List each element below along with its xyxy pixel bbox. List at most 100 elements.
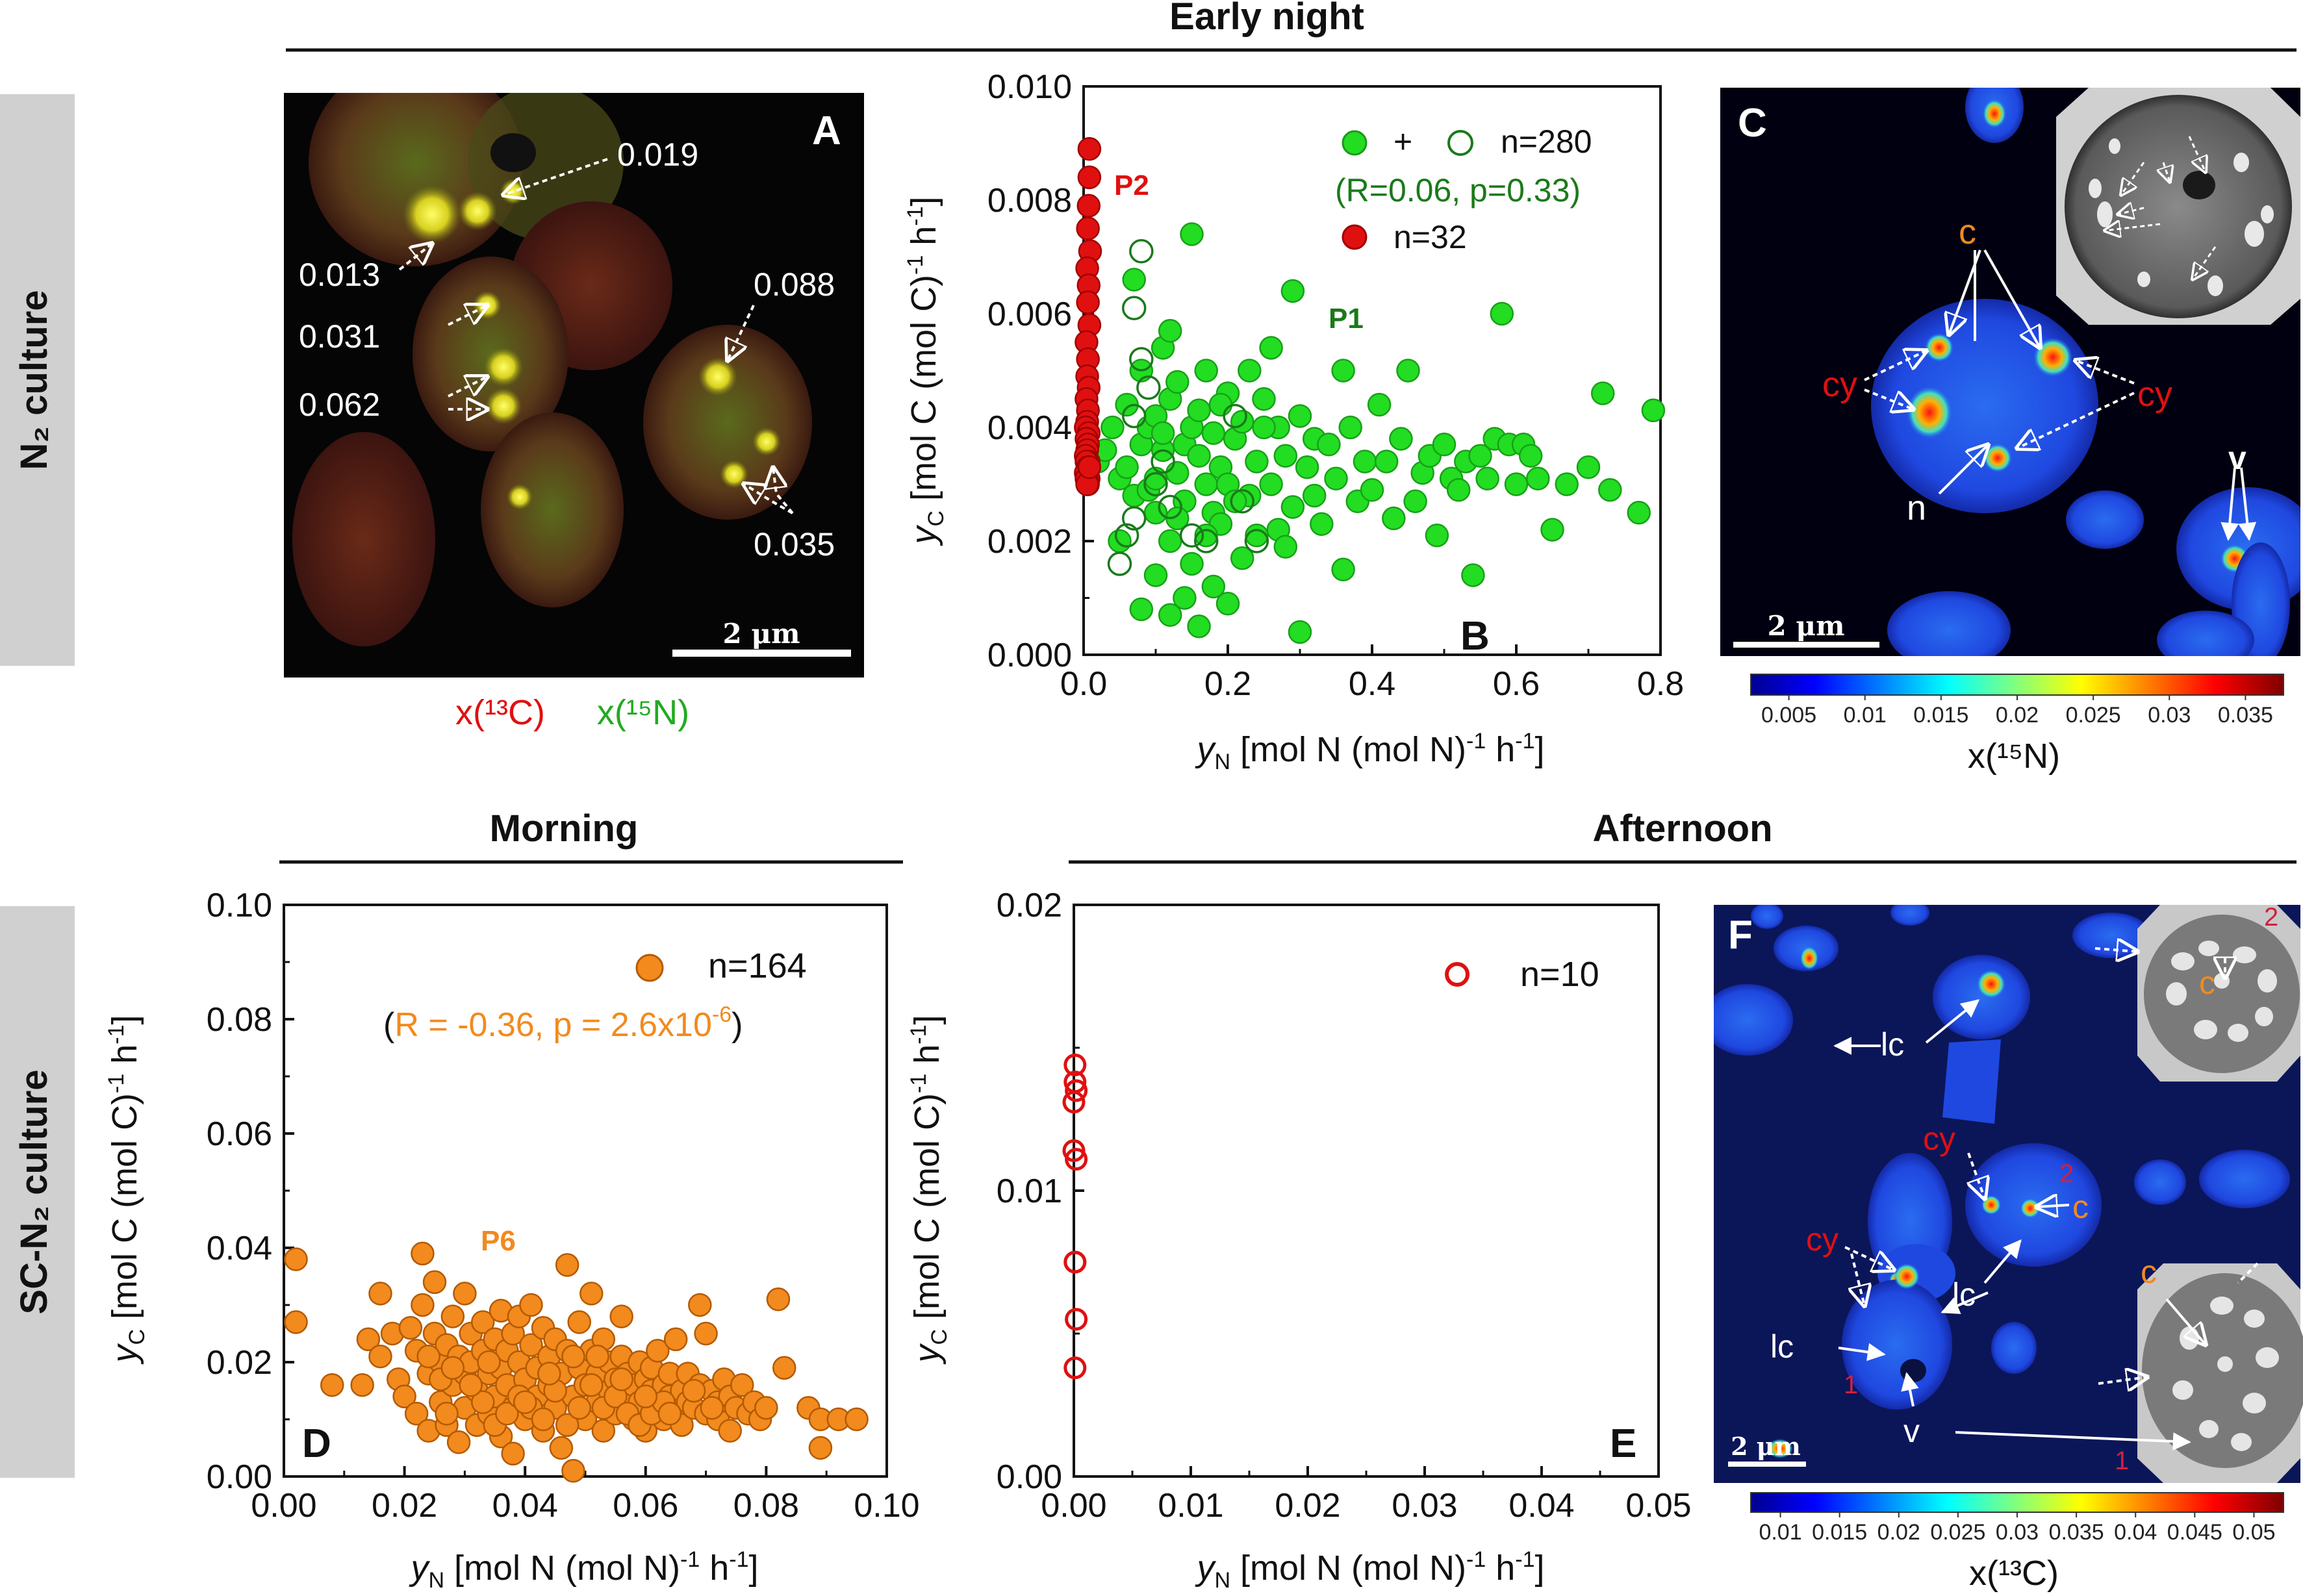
data-point bbox=[1230, 489, 1254, 514]
data-point bbox=[1193, 529, 1219, 553]
y-tick-label: 0.01 bbox=[997, 1172, 1062, 1210]
data-point bbox=[1151, 449, 1175, 474]
x-tick-label: 0.08 bbox=[733, 1487, 799, 1525]
data-point bbox=[681, 1378, 706, 1403]
scale-label-c: 2 μm bbox=[1767, 610, 1844, 642]
colorbar-tick-label: 0.025 bbox=[1930, 1520, 1985, 1545]
chart-b-ylabel: yC [mol C (mol C)-1 h-1] bbox=[903, 196, 948, 546]
data-point bbox=[1230, 410, 1254, 434]
y-tick-label: 0.002 bbox=[987, 523, 1072, 561]
colorbar-tick-label: 0.04 bbox=[2114, 1520, 2157, 1545]
section-early-night: Early night bbox=[1169, 0, 1364, 38]
data-point bbox=[519, 1293, 543, 1317]
data-point bbox=[549, 1436, 574, 1460]
y-tick-label: 0.00 bbox=[997, 1458, 1062, 1496]
data-point bbox=[1180, 551, 1204, 576]
data-point bbox=[1382, 506, 1406, 531]
data-point bbox=[398, 1315, 423, 1340]
data-point bbox=[519, 1333, 543, 1357]
chart-d: 0.00 0.02 0.04 0.06 0.08 0.10 0.000.020.040.0… bbox=[104, 887, 920, 1593]
data-point bbox=[1360, 478, 1384, 502]
data-point bbox=[1331, 359, 1355, 383]
data-point bbox=[1107, 551, 1132, 576]
data-point bbox=[1201, 421, 1226, 445]
y-tick-label: 0.006 bbox=[987, 296, 1072, 333]
data-point bbox=[1425, 524, 1449, 548]
label-c-n: n bbox=[1907, 488, 1926, 527]
data-point bbox=[1598, 478, 1622, 502]
label-f-c3: c bbox=[2141, 1254, 2157, 1290]
legend-e-marker bbox=[1445, 962, 1470, 987]
label-c-c: c bbox=[1959, 212, 1976, 251]
data-point bbox=[1288, 404, 1312, 428]
data-point bbox=[1101, 415, 1125, 440]
colorbar-tick-label: 0.025 bbox=[2066, 703, 2121, 728]
data-point bbox=[609, 1304, 633, 1328]
data-point bbox=[1244, 529, 1269, 553]
label-c-cy-right: cy bbox=[2137, 375, 2172, 414]
data-point bbox=[411, 1241, 435, 1266]
data-point bbox=[561, 1344, 585, 1369]
legend-b-red-marker bbox=[1342, 224, 1368, 250]
data-point bbox=[470, 1390, 495, 1414]
label-c-cy-left: cy bbox=[1822, 365, 1857, 404]
legend-d-stats: (R = -0.36, p = 2.6x10-6) bbox=[383, 1002, 743, 1044]
data-point bbox=[1062, 1091, 1086, 1114]
data-point bbox=[1223, 403, 1247, 429]
x-tick-label: 0.02 bbox=[1275, 1487, 1340, 1525]
y-tick-label: 0.010 bbox=[987, 68, 1072, 106]
data-point bbox=[730, 1373, 754, 1397]
y-tick-label: 0.02 bbox=[207, 1344, 272, 1382]
data-point bbox=[435, 1401, 459, 1426]
data-point bbox=[718, 1419, 742, 1443]
data-point bbox=[1518, 444, 1543, 468]
data-point bbox=[1065, 1079, 1088, 1102]
data-point bbox=[1158, 319, 1182, 343]
data-point bbox=[663, 1327, 688, 1352]
data-point bbox=[537, 1362, 561, 1386]
data-point bbox=[1115, 455, 1139, 479]
chart-b-annotation-p1: P1 bbox=[1329, 303, 1364, 335]
colorbar-tick-label: 0.01 bbox=[1759, 1520, 1801, 1545]
y-tick-label: 0.04 bbox=[207, 1230, 272, 1267]
label-f-lc1: lc bbox=[1881, 1026, 1904, 1063]
legend-x15n: x(¹⁵N) bbox=[597, 693, 689, 732]
label-f-num1: 1 bbox=[1844, 1371, 1858, 1399]
data-point bbox=[1389, 427, 1413, 451]
data-point bbox=[1143, 501, 1168, 525]
data-point bbox=[1063, 1250, 1087, 1274]
data-point bbox=[440, 1356, 465, 1380]
legend-e-n10: n=10 bbox=[1520, 955, 1599, 994]
data-point bbox=[1143, 472, 1168, 497]
y-tick-label: 0.00 bbox=[207, 1458, 272, 1496]
colorbar-tick-label: 0.005 bbox=[1761, 703, 1816, 728]
x-tick-label: 0.06 bbox=[613, 1487, 678, 1525]
data-point bbox=[1065, 1308, 1088, 1331]
annotation-a-0035: 0.035 bbox=[754, 526, 835, 563]
data-point bbox=[1295, 455, 1319, 479]
data-point bbox=[416, 1344, 440, 1369]
section-afternoon: Afternoon bbox=[1592, 807, 1772, 850]
chart-e-points bbox=[1062, 1053, 1088, 1380]
data-point bbox=[1374, 450, 1399, 474]
y-tick-label: 0.02 bbox=[997, 887, 1062, 924]
chart-b: 0.0 0.2 0.4 0.6 0.8 0.0000.0020.0040.0060.00… bbox=[903, 68, 1684, 774]
x-tick-label: 0.05 bbox=[1625, 1487, 1691, 1525]
panel-a-image: 0.019 0.013 0.031 0.062 0.088 0.035 A 2 … bbox=[284, 93, 864, 678]
chart-d-xlabel: yN [mol N (mol N)-1 h-1] bbox=[408, 1547, 758, 1593]
legend-b-n280: n=280 bbox=[1501, 123, 1592, 160]
data-point bbox=[284, 1247, 308, 1271]
data-point bbox=[1114, 523, 1139, 548]
chart-d-ylabel: yC [mol C (mol C)-1 h-1] bbox=[104, 1015, 149, 1365]
data-point bbox=[1461, 563, 1485, 587]
data-point bbox=[1317, 433, 1341, 457]
data-point bbox=[1180, 222, 1204, 246]
data-point bbox=[1063, 1356, 1087, 1380]
data-point bbox=[1475, 466, 1499, 490]
data-point bbox=[320, 1373, 344, 1397]
data-point bbox=[1194, 359, 1218, 383]
data-point bbox=[609, 1367, 633, 1391]
chart-b-xticks: 0.0 0.2 0.4 0.6 0.8 bbox=[1060, 644, 1684, 703]
colorbar-f-ticks: 0.01 0.015 0.02 0.025 0.03 0.035 0.04 0.045 0.05 bbox=[1759, 1512, 2276, 1545]
data-point bbox=[422, 1270, 447, 1295]
